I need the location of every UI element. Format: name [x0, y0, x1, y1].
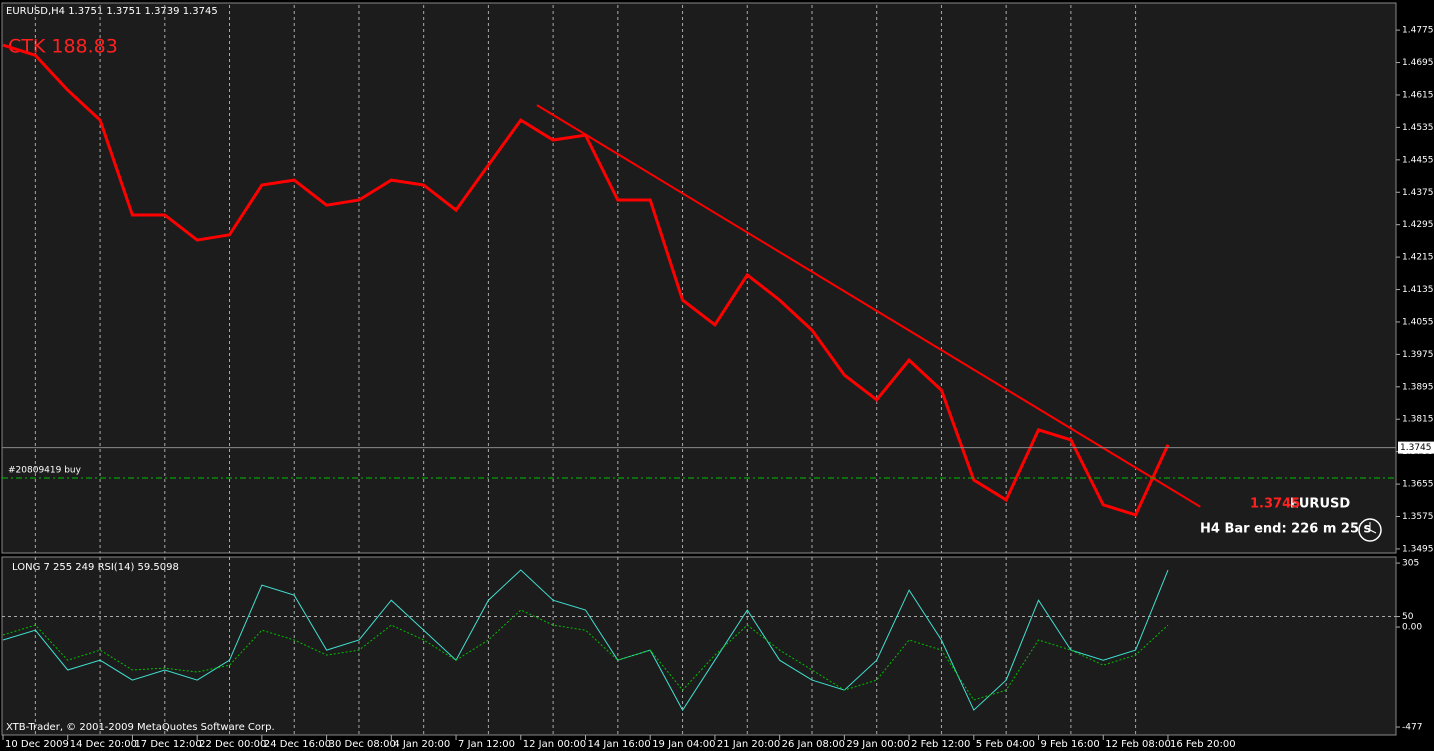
y-tick-label: 1.3815 [1402, 415, 1434, 425]
x-tick-label: 12 Jan 00:00 [523, 739, 586, 750]
y-tick-label: 1.3975 [1402, 350, 1434, 360]
x-tick-label: 22 Dec 00:00 [199, 739, 266, 750]
y-tick-label: 1.4615 [1402, 90, 1434, 100]
y-tick-label: -477 [1402, 723, 1422, 733]
indicator-title: LONG 7 255 249 RSI(14) 59.5098 [12, 562, 179, 573]
clock-icon [1358, 518, 1382, 542]
y-tick-label: 1.3655 [1402, 480, 1434, 490]
price-display: 1.3745 [1250, 497, 1300, 512]
x-tick-label: 24 Dec 16:00 [264, 739, 331, 750]
y-tick-label: 1.4375 [1402, 188, 1434, 198]
x-tick-label: 14 Dec 20:00 [70, 739, 137, 750]
chart-title: EURUSD,H4 1.3751 1.3751 1.3739 1.3745 [6, 6, 218, 17]
price-panel [1, 2, 1397, 554]
x-tick-label: 30 Dec 08:00 [329, 739, 396, 750]
y-tick-label: 1.3575 [1402, 512, 1434, 522]
y-tick-label: 1.3495 [1402, 544, 1434, 554]
x-tick-label: 26 Jan 08:00 [782, 739, 845, 750]
y-tick-label: 1.4455 [1402, 155, 1434, 165]
y-tick-label: 1.4055 [1402, 317, 1434, 327]
y-tick-label: 1.4215 [1402, 253, 1434, 263]
annotation: CTK 188.83 [8, 36, 118, 58]
x-tick-label: 7 Jan 12:00 [458, 739, 515, 750]
y-tick-label: 1.4535 [1402, 123, 1434, 133]
x-tick-label: 10 Dec 2009 [5, 739, 69, 750]
price-box [1398, 441, 1434, 454]
footer: XTB-Trader, © 2001-2009 MetaQuotes Softw… [6, 722, 275, 733]
symbol: EURUSD [1290, 497, 1350, 512]
x-tick-label: 5 Feb 04:00 [976, 739, 1035, 750]
x-tick-label: 17 Dec 12:00 [134, 739, 201, 750]
trendline [536, 104, 1201, 508]
x-tick-label: 19 Jan 04:00 [652, 739, 715, 750]
order-label: #20809419 buy [8, 466, 82, 476]
x-tick-label: 4 Jan 20:00 [393, 739, 450, 750]
x-tick-label: 14 Jan 16:00 [587, 739, 650, 750]
y-tick-label: 305 [1402, 559, 1419, 569]
indicator-panel [1, 556, 1397, 736]
x-tick-label: 12 Feb 08:00 [1105, 739, 1171, 750]
x-tick-label: 16 Feb 20:00 [1170, 739, 1236, 750]
y-tick-label: 1.4295 [1402, 220, 1434, 230]
y-tick-label: 1.3895 [1402, 382, 1434, 392]
series-line [2, 569, 1169, 712]
bar-timer: H4 Bar end: 226 m 25 s [1200, 522, 1372, 537]
y-tick-label: 1.4135 [1402, 285, 1434, 295]
x-tick-label: 9 Feb 16:00 [1041, 739, 1100, 750]
y-tick-label: 0.00 [1402, 623, 1422, 633]
x-tick-label: 21 Jan 20:00 [717, 739, 780, 750]
price-box-label: 1.3745 [1400, 443, 1432, 453]
x-tick-label: 2 Feb 12:00 [911, 739, 970, 750]
y-tick-label: 1.4695 [1402, 58, 1434, 68]
y-tick-label: 1.4775 [1402, 26, 1434, 36]
x-tick-label: 29 Jan 00:00 [846, 739, 909, 750]
y-tick-label: 50 [1402, 612, 1414, 622]
